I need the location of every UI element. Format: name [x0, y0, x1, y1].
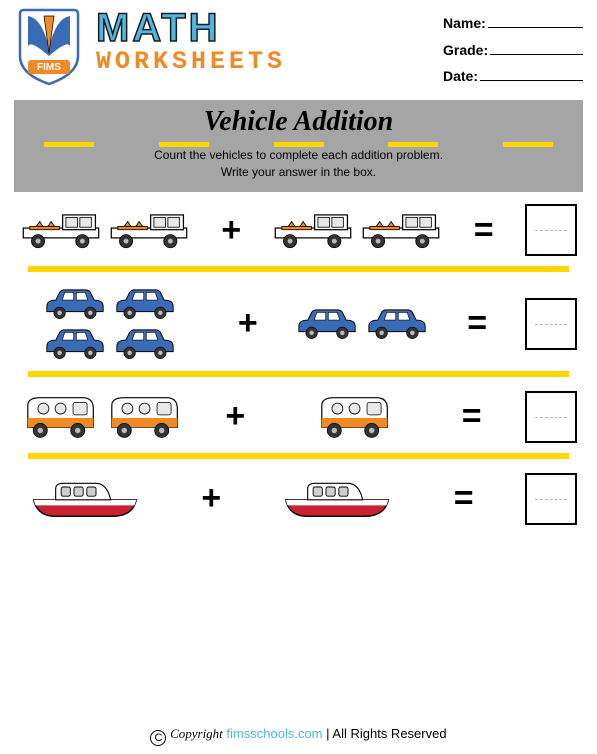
equals-operator: =: [448, 479, 480, 518]
problem-row: + =: [14, 274, 583, 368]
svg-text:FIMS: FIMS: [37, 62, 61, 73]
vehicle-group: [20, 286, 200, 360]
banner-line1: Count the vehicles to complete each addi…: [14, 147, 583, 164]
vehicle-group: [272, 476, 402, 522]
date-field[interactable]: [480, 67, 583, 81]
banner-title: Vehicle Addition: [14, 106, 583, 138]
worksheet-header: FIMS MATH WORKSHEETS Name: Grade: Date:: [0, 0, 597, 90]
equals-operator: =: [468, 211, 500, 250]
copyright-label: Copyright: [170, 726, 223, 741]
problem-row: + =: [14, 379, 583, 451]
vehicle-group: [20, 393, 182, 440]
fims-logo: FIMS: [14, 8, 84, 86]
plus-operator: +: [219, 397, 251, 436]
student-info: Name: Grade: Date:: [443, 8, 583, 90]
plus-operator: +: [215, 211, 247, 250]
grade-label: Grade:: [443, 37, 488, 64]
answer-box[interactable]: [525, 204, 577, 256]
answer-box[interactable]: [525, 473, 577, 525]
row-separator: [28, 453, 569, 459]
problems-area: + =: [0, 192, 597, 532]
name-label: Name:: [443, 10, 486, 37]
name-field[interactable]: [488, 14, 583, 28]
banner-line2: Write your answer in the box.: [14, 164, 583, 181]
vehicle-group: [295, 306, 429, 341]
date-label: Date:: [443, 63, 478, 90]
grade-field[interactable]: [490, 41, 583, 55]
equals-operator: =: [456, 397, 488, 436]
footer-site: fimsschools.com: [226, 726, 322, 741]
plus-operator: +: [232, 304, 264, 343]
title-block: MATH WORKSHEETS: [96, 8, 443, 74]
footer-rights: All Rights Reserved: [332, 726, 446, 741]
problem-row: + =: [14, 192, 583, 264]
row-separator: [28, 371, 569, 377]
vehicle-group: [20, 210, 190, 251]
vehicle-group: [288, 393, 418, 440]
answer-box[interactable]: [525, 298, 577, 350]
answer-box[interactable]: [525, 391, 577, 443]
plus-operator: +: [195, 479, 227, 518]
equals-operator: =: [461, 304, 493, 343]
footer: C Copyright fimsschools.com | All Rights…: [0, 726, 597, 746]
math-title: MATH: [96, 8, 443, 48]
copyright-icon: C: [150, 730, 166, 746]
vehicle-group: [20, 476, 150, 522]
vehicle-group: [272, 210, 442, 251]
worksheets-title: WORKSHEETS: [96, 49, 443, 74]
problem-row: + =: [14, 461, 583, 533]
instructions-banner: Vehicle Addition Count the vehicles to c…: [14, 100, 583, 193]
row-separator: [28, 266, 569, 272]
